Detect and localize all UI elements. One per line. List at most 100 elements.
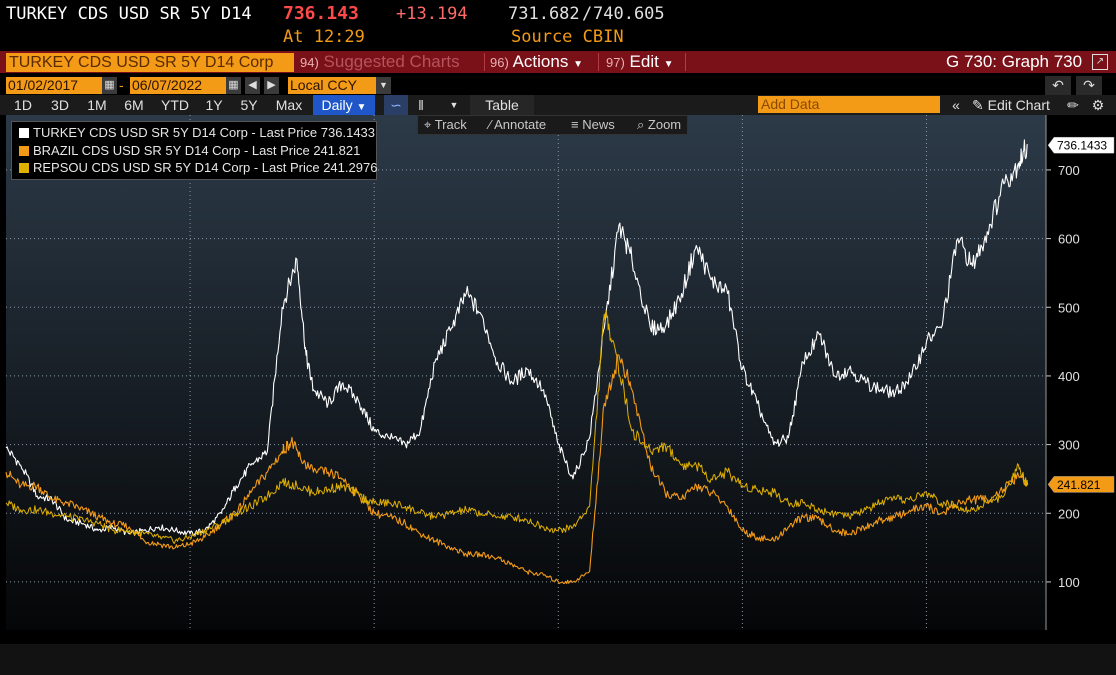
legend-swatch bbox=[19, 163, 29, 173]
period-5y[interactable]: 5Y bbox=[240, 97, 258, 113]
end-date-input[interactable]: 06/07/2022 bbox=[130, 77, 226, 94]
y-tick-label: 100 bbox=[1058, 575, 1080, 590]
edit-chart-button[interactable]: ✎ Edit Chart bbox=[972, 95, 1050, 115]
legend-value: 736.1433 bbox=[320, 125, 376, 140]
chart-tools bbox=[417, 115, 688, 135]
bar-chart-icon[interactable]: ‖ bbox=[418, 97, 424, 113]
plot-area bbox=[6, 115, 1046, 630]
legend-item-repsou: REPSOU CDS USD SR 5Y D14 Corp - Last Pri… bbox=[19, 160, 377, 176]
suggested-num: 94) bbox=[300, 55, 319, 70]
annotate-tool[interactable]: ∕ Annotate bbox=[489, 117, 546, 133]
back-icon[interactable]: ◀ bbox=[245, 77, 260, 94]
quote-last: 736.143 bbox=[283, 3, 359, 24]
edit-icon[interactable]: ✏ bbox=[1067, 97, 1079, 113]
divider bbox=[598, 53, 599, 71]
news-icon: ≡ bbox=[571, 117, 579, 132]
legend-item-turkey: TURKEY CDS USD SR 5Y D14 Corp - Last Pri… bbox=[19, 125, 375, 141]
y-tick-label: 300 bbox=[1058, 438, 1080, 453]
value-flag-brazil-box bbox=[1047, 476, 1115, 493]
crosshair-icon: ⌖ bbox=[424, 117, 432, 132]
legend-swatch bbox=[19, 128, 29, 138]
news-tool[interactable]: ≡ News bbox=[571, 117, 615, 133]
table-button[interactable]: Table bbox=[470, 95, 534, 115]
chevron-down-icon: ▼ bbox=[356, 102, 367, 113]
legend-label: REPSOU CDS USD SR 5Y D14 Corp - Last Pri… bbox=[33, 160, 320, 175]
legend-value: 241.821 bbox=[313, 143, 361, 158]
chevron-down-icon[interactable]: ▼ bbox=[376, 77, 391, 94]
value-flag-brazil: 241.821 bbox=[1057, 478, 1101, 492]
value-flag-turkey: 736.1433 bbox=[1057, 139, 1107, 153]
edit-menu[interactable]: 97) Edit ▼ bbox=[606, 51, 673, 73]
pen-icon: ∕ bbox=[489, 117, 492, 132]
start-date-input[interactable]: 01/02/2017 bbox=[6, 77, 102, 94]
security-field[interactable]: TURKEY CDS USD SR 5Y D14 Corp bbox=[6, 53, 294, 72]
legend-swatch bbox=[19, 146, 29, 156]
graph-name: G 730: Graph 730 bbox=[946, 52, 1083, 71]
calendar-icon[interactable]: ▦ bbox=[226, 77, 241, 94]
x-axis bbox=[0, 644, 1116, 675]
zoom-icon: ⌕ bbox=[637, 117, 645, 132]
news-label: News bbox=[582, 117, 615, 132]
series-line-turkey bbox=[5, 139, 1029, 536]
series-line-brazil bbox=[5, 354, 1029, 585]
edit-num: 97) bbox=[606, 55, 625, 70]
actions-menu[interactable]: 96) Actions ▼ bbox=[490, 51, 583, 73]
currency-select[interactable]: Local CCY bbox=[288, 77, 376, 94]
period-ytd[interactable]: YTD bbox=[161, 97, 189, 113]
quote-bar: TURKEY CDS USD SR 5Y D14 736.143 +13.194… bbox=[0, 0, 1116, 50]
divider bbox=[685, 53, 686, 71]
actions-label: Actions bbox=[512, 52, 569, 71]
edit-chart-label: Edit Chart bbox=[987, 97, 1050, 113]
dropdown-arrow-icon: ▼ bbox=[663, 59, 674, 70]
quote-source: Source CBIN bbox=[511, 27, 624, 47]
period-1d[interactable]: 1D bbox=[14, 97, 32, 113]
zoom-label: Zoom bbox=[647, 117, 682, 132]
period-1m[interactable]: 1M bbox=[87, 97, 107, 113]
dropdown-arrow-icon: ▼ bbox=[573, 59, 583, 70]
y-tick-label: 600 bbox=[1058, 232, 1080, 247]
date-dash: - bbox=[119, 77, 124, 93]
legend-item-brazil: BRAZIL CDS USD SR 5Y D14 Corp - Last Pri… bbox=[19, 143, 360, 159]
quote-change: +13.194 bbox=[396, 4, 468, 24]
period-max[interactable]: Max bbox=[275, 97, 303, 113]
frequency-label: Daily bbox=[321, 97, 353, 113]
zoom-tool[interactable]: ⌕ Zoom bbox=[637, 117, 681, 133]
y-tick-label: 700 bbox=[1058, 163, 1080, 178]
calendar-icon[interactable]: ▦ bbox=[102, 77, 117, 94]
forward-icon[interactable]: ▶ bbox=[264, 77, 279, 94]
y-tick-label: 200 bbox=[1058, 506, 1080, 521]
add-data-input[interactable]: Add Data bbox=[758, 96, 940, 113]
quote-bid: 731.682 bbox=[508, 4, 580, 24]
line-chart-icon[interactable]: ∽ bbox=[384, 95, 408, 115]
quote-ask: 740.605 bbox=[593, 4, 665, 24]
pencil-icon: ✎ bbox=[972, 97, 984, 113]
suggested-label: Suggested Charts bbox=[323, 52, 460, 71]
suggested-charts-menu[interactable]: 94) Suggested Charts bbox=[300, 51, 460, 73]
track-label: Track bbox=[434, 117, 467, 132]
series-line-repsou bbox=[5, 310, 1029, 545]
gear-icon[interactable]: ⚙ bbox=[1091, 97, 1105, 113]
legend[interactable] bbox=[11, 121, 377, 180]
y-tick-label: 400 bbox=[1058, 369, 1080, 384]
quote-ticker: TURKEY CDS USD SR 5Y D14 bbox=[6, 4, 252, 24]
quote-time: At 12:29 bbox=[283, 27, 365, 47]
frequency-select[interactable]: Daily ▼ bbox=[313, 95, 375, 115]
value-flag-turkey-box bbox=[1047, 136, 1115, 154]
popout-icon[interactable]: ↗ bbox=[1092, 54, 1108, 70]
y-tick-label: 500 bbox=[1058, 300, 1080, 315]
undo-icon[interactable]: ↶ bbox=[1045, 76, 1071, 95]
edit-label: Edit bbox=[629, 52, 659, 71]
divider bbox=[484, 53, 485, 71]
period-6m[interactable]: 6M bbox=[124, 97, 144, 113]
period-3d[interactable]: 3D bbox=[51, 97, 69, 113]
chevron-down-icon[interactable]: ▼ bbox=[449, 100, 459, 110]
annotate-label: Annotate bbox=[494, 117, 547, 132]
redo-icon[interactable]: ↷ bbox=[1076, 76, 1102, 95]
track-tool[interactable]: ⌖ Track bbox=[424, 117, 467, 133]
period-1y[interactable]: 1Y bbox=[205, 97, 223, 113]
legend-label: TURKEY CDS USD SR 5Y D14 Corp - Last Pri… bbox=[33, 125, 318, 140]
collapse-icon[interactable]: « bbox=[952, 97, 960, 113]
actions-num: 96) bbox=[490, 55, 509, 70]
legend-label: BRAZIL CDS USD SR 5Y D14 Corp - Last Pri… bbox=[33, 143, 310, 158]
